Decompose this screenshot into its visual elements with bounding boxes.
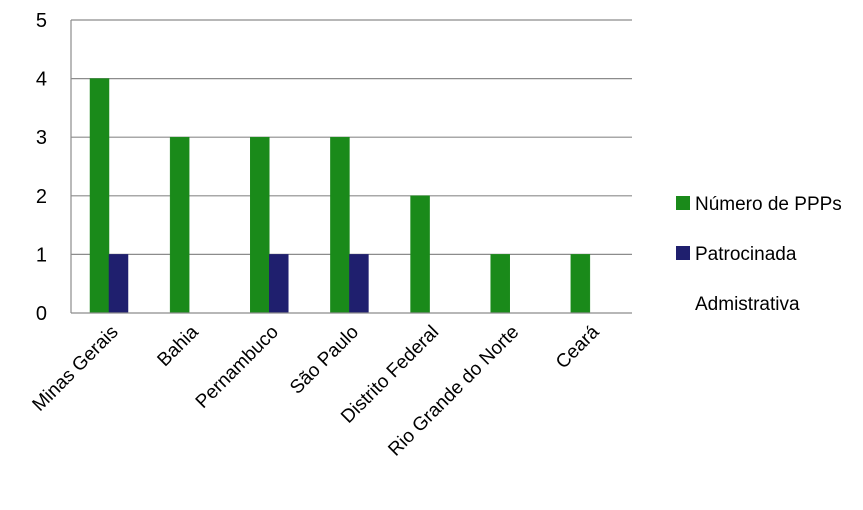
axes <box>70 20 632 314</box>
x-tick-label: São Paulo <box>286 322 363 399</box>
y-tick-label: 5 <box>36 10 47 32</box>
legend-swatch <box>676 246 690 260</box>
bar-patrocinada-0 <box>108 254 129 314</box>
bar-n-mero-de-ppps-1 <box>169 136 190 314</box>
bar-n-mero-de-ppps-2 <box>250 136 270 314</box>
bar-n-mero-de-ppps-6 <box>570 254 591 314</box>
bar-n-mero-de-ppps-5 <box>490 254 510 314</box>
x-tick-label: Ceará <box>552 321 604 373</box>
x-tick-label: Rio Grande do Norte <box>384 322 523 461</box>
y-tick-label: 3 <box>36 127 47 149</box>
legend-swatch <box>676 196 690 210</box>
bar-n-mero-de-ppps-4 <box>410 195 430 314</box>
legend-label: Patrocinada <box>695 244 797 265</box>
bar-n-mero-de-ppps-0 <box>89 78 110 314</box>
x-tick-label: Minas Gerais <box>29 322 123 416</box>
y-tick-label: 0 <box>36 303 47 325</box>
bar-n-mero-de-ppps-3 <box>330 136 350 314</box>
legend: Número de PPPs Patrocinada Admistrativa <box>676 194 842 315</box>
bar-patrocinada-2 <box>269 254 289 314</box>
x-tick-label: Bahia <box>154 321 204 371</box>
bar-patrocinada-3 <box>349 254 369 314</box>
legend-label: Admistrativa <box>695 294 800 315</box>
y-tick-label: 2 <box>36 186 47 208</box>
x-tick-label: Pernambuco <box>192 322 283 413</box>
grid-lines <box>71 19 632 255</box>
y-tick-labels: 0 1 2 3 4 5 <box>36 10 47 325</box>
y-tick-label: 1 <box>36 244 47 266</box>
legend-label: Número de PPPs <box>695 194 842 215</box>
y-tick-label: 4 <box>36 69 47 91</box>
